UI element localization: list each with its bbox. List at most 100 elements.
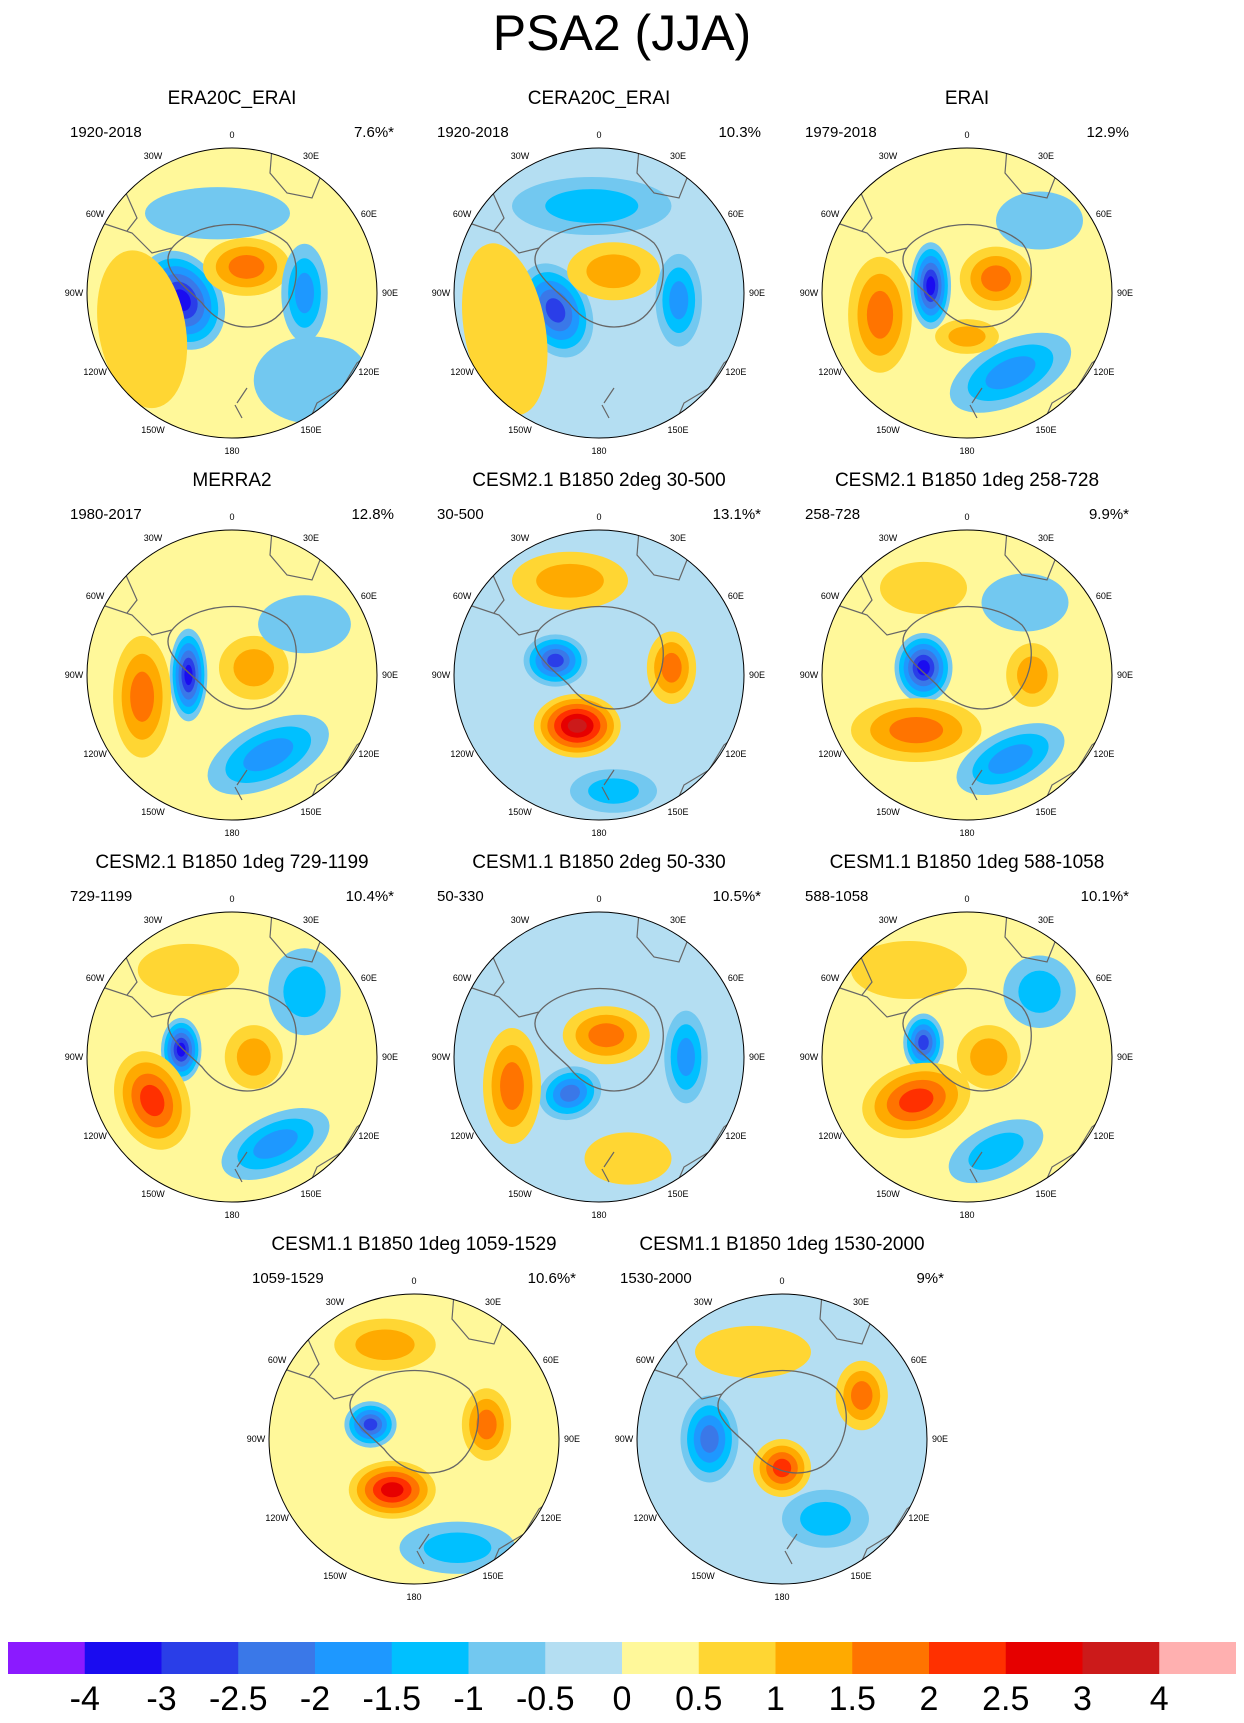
africa-coastline bbox=[451, 1294, 505, 1345]
contour-band bbox=[567, 718, 587, 733]
longitude-label: 90W bbox=[65, 670, 84, 680]
longitude-label: 180 bbox=[591, 446, 606, 456]
map-border bbox=[636, 1293, 928, 1585]
positive-anomaly bbox=[851, 698, 982, 762]
longitude-label: 60E bbox=[361, 973, 377, 983]
longitude-label: 30W bbox=[144, 151, 163, 161]
longitude-label: 120W bbox=[818, 367, 842, 377]
contour-band bbox=[700, 1425, 719, 1453]
positive-anomaly bbox=[959, 246, 1033, 311]
longitude-label: 30E bbox=[303, 533, 319, 543]
longitude-label: 30E bbox=[1038, 151, 1054, 161]
map-border bbox=[453, 147, 745, 439]
longitude-label: 30E bbox=[670, 915, 686, 925]
longitude-label: 120W bbox=[818, 749, 842, 759]
longitude-label: 60W bbox=[453, 973, 472, 983]
longitude-label: 60E bbox=[911, 1355, 927, 1365]
longitude-label: 150E bbox=[300, 807, 321, 817]
contour-band bbox=[968, 1132, 1024, 1170]
panel-period: 258-728 bbox=[805, 506, 861, 523]
africa-coastline bbox=[269, 148, 323, 199]
colorbar-swatch bbox=[1082, 1642, 1160, 1674]
longitude-label: 90W bbox=[800, 1052, 819, 1062]
longitude-label: 120W bbox=[633, 1513, 657, 1523]
longitude-label: 180 bbox=[224, 828, 239, 838]
longitude-label: 90W bbox=[615, 1434, 634, 1444]
positive-anomaly bbox=[835, 1360, 888, 1431]
colorbar-swatch bbox=[1159, 1642, 1236, 1674]
longitude-label: 30W bbox=[511, 151, 530, 161]
antarctica-coastline bbox=[534, 605, 664, 710]
colorbar-tick-label: 1 bbox=[766, 1680, 785, 1718]
longitude-label: 90W bbox=[247, 1434, 266, 1444]
longitude-label: 60W bbox=[453, 591, 472, 601]
panel-variance: 10.6%* bbox=[527, 1270, 576, 1287]
longitude-label: 60W bbox=[268, 1355, 287, 1365]
map-panel-cesm21-1deg-258-728: 0 30E 60E 90E 120E 150E 180 150W 120W 90W 60W 30W CE… bbox=[767, 470, 1167, 860]
longitude-label: 180 bbox=[959, 828, 974, 838]
longitude-label: 0 bbox=[964, 130, 969, 140]
longitude-label: 90W bbox=[432, 1052, 451, 1062]
map-border bbox=[268, 1293, 560, 1585]
longitude-label: 30E bbox=[670, 151, 686, 161]
longitude-label: 180 bbox=[959, 1210, 974, 1220]
africa-coastline bbox=[636, 148, 690, 199]
longitude-label: 120W bbox=[450, 749, 474, 759]
positive-anomaly bbox=[880, 561, 967, 615]
longitude-label: 120W bbox=[83, 749, 107, 759]
positive-anomaly bbox=[753, 1439, 811, 1497]
longitude-label: 30E bbox=[853, 1297, 869, 1307]
positive-anomaly bbox=[512, 551, 628, 610]
longitude-label: 150W bbox=[141, 807, 165, 817]
panel-period: 588-1058 bbox=[805, 888, 869, 905]
longitude-label: 150E bbox=[1035, 425, 1056, 435]
polar-map: 0 30E 60E 90E 120E 150E 180 150W 120W 90W 60W 30W bbox=[432, 130, 765, 456]
contour-band bbox=[988, 744, 1033, 774]
longitude-label: 30W bbox=[694, 1297, 713, 1307]
longitude-label: 150E bbox=[300, 1189, 321, 1199]
new-zealand-coastline bbox=[601, 387, 615, 419]
longitude-label: 60W bbox=[453, 209, 472, 219]
positive-anomaly bbox=[462, 243, 548, 416]
colorbar bbox=[8, 1642, 1236, 1674]
longitude-label: 90E bbox=[564, 1434, 580, 1444]
contour-band bbox=[917, 660, 930, 676]
map-panel-cesm11-1deg-1530-2000: 0 30E 60E 90E 120E 150E 180 150W 120W 90W 60W 30W CE… bbox=[582, 1234, 982, 1624]
antarctica-coastline bbox=[167, 223, 297, 328]
colorbar-tick-label: -1.5 bbox=[362, 1680, 422, 1718]
positive-anomaly bbox=[334, 1318, 436, 1371]
panel-variance: 13.1%* bbox=[712, 506, 761, 523]
longitude-label: 0 bbox=[411, 1276, 416, 1286]
positive-anomaly bbox=[113, 635, 172, 758]
antarctica-coastline bbox=[534, 223, 664, 328]
map-border bbox=[86, 911, 378, 1203]
longitude-label: 60W bbox=[821, 973, 840, 983]
positive-anomaly bbox=[137, 943, 240, 997]
new-zealand-coastline bbox=[784, 1533, 798, 1565]
positive-anomaly bbox=[461, 1388, 512, 1461]
longitude-label: 30W bbox=[879, 151, 898, 161]
longitude-label: 60E bbox=[728, 209, 744, 219]
panel-period: 1530-2000 bbox=[620, 1270, 692, 1287]
contour-band bbox=[228, 254, 265, 279]
longitude-label: 120E bbox=[908, 1513, 929, 1523]
contour-band bbox=[560, 1084, 580, 1102]
polar-map: 0 30E 60E 90E 120E 150E 180 150W 120W 90W 60W 30W bbox=[65, 894, 398, 1220]
contour-band bbox=[258, 595, 351, 654]
contour-band bbox=[970, 1038, 1008, 1076]
colorbar-swatch bbox=[852, 1642, 930, 1674]
longitude-label: 90E bbox=[382, 288, 398, 298]
panel-variance: 10.5%* bbox=[712, 888, 761, 905]
contour-band bbox=[695, 1325, 811, 1379]
positive-anomaly bbox=[646, 631, 697, 704]
contour-band bbox=[283, 966, 326, 1018]
negative-anomaly bbox=[570, 769, 657, 813]
longitude-label: 150E bbox=[300, 425, 321, 435]
contour-band bbox=[547, 653, 564, 668]
colorbar-swatch bbox=[545, 1642, 623, 1674]
positive-anomaly bbox=[848, 256, 912, 373]
polar-map: 0 30E 60E 90E 120E 150E 180 150W 120W 90W 60W 30W bbox=[800, 512, 1133, 838]
colorbar-swatch bbox=[315, 1642, 393, 1674]
new-zealand-coastline bbox=[416, 1533, 430, 1565]
panel-title: ERA20C_ERAI bbox=[167, 88, 297, 109]
